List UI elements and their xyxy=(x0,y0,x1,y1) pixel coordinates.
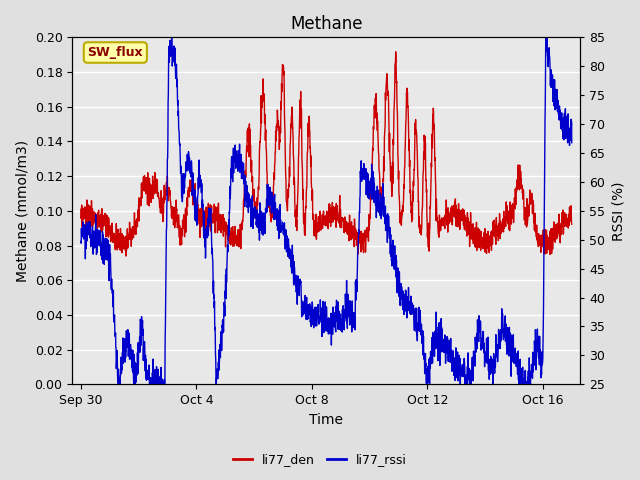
Title: Methane: Methane xyxy=(290,15,363,33)
Text: SW_flux: SW_flux xyxy=(88,46,143,59)
Y-axis label: RSSI (%): RSSI (%) xyxy=(611,181,625,240)
Legend: li77_den, li77_rssi: li77_den, li77_rssi xyxy=(228,448,412,471)
X-axis label: Time: Time xyxy=(309,413,343,427)
Y-axis label: Methane (mmol/m3): Methane (mmol/m3) xyxy=(15,140,29,282)
